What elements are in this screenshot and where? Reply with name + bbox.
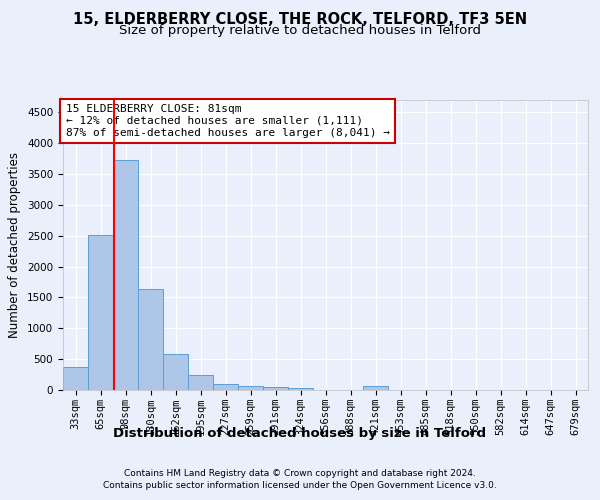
Text: 15 ELDERBERRY CLOSE: 81sqm
← 12% of detached houses are smaller (1,111)
87% of s: 15 ELDERBERRY CLOSE: 81sqm ← 12% of deta…	[65, 104, 389, 138]
Bar	[113, 160, 138, 390]
Text: Distribution of detached houses by size in Telford: Distribution of detached houses by size …	[113, 428, 487, 440]
Bar	[288, 388, 313, 390]
Text: Contains public sector information licensed under the Open Government Licence v3: Contains public sector information licen…	[103, 481, 497, 490]
Bar	[163, 354, 188, 390]
Text: 15, ELDERBERRY CLOSE, THE ROCK, TELFORD, TF3 5EN: 15, ELDERBERRY CLOSE, THE ROCK, TELFORD,…	[73, 12, 527, 28]
Text: Size of property relative to detached houses in Telford: Size of property relative to detached ho…	[119, 24, 481, 37]
Y-axis label: Number of detached properties: Number of detached properties	[8, 152, 22, 338]
Text: Contains HM Land Registry data © Crown copyright and database right 2024.: Contains HM Land Registry data © Crown c…	[124, 469, 476, 478]
Bar	[363, 386, 388, 390]
Bar	[138, 289, 163, 390]
Bar	[213, 384, 238, 390]
Bar	[188, 375, 213, 390]
Bar	[238, 386, 263, 390]
Bar	[63, 366, 88, 390]
Bar	[263, 387, 288, 390]
Bar	[88, 235, 113, 390]
